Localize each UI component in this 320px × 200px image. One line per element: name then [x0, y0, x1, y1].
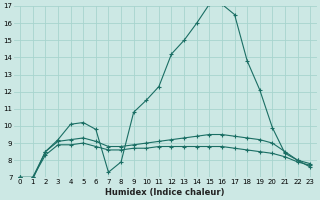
- X-axis label: Humidex (Indice chaleur): Humidex (Indice chaleur): [106, 188, 225, 197]
